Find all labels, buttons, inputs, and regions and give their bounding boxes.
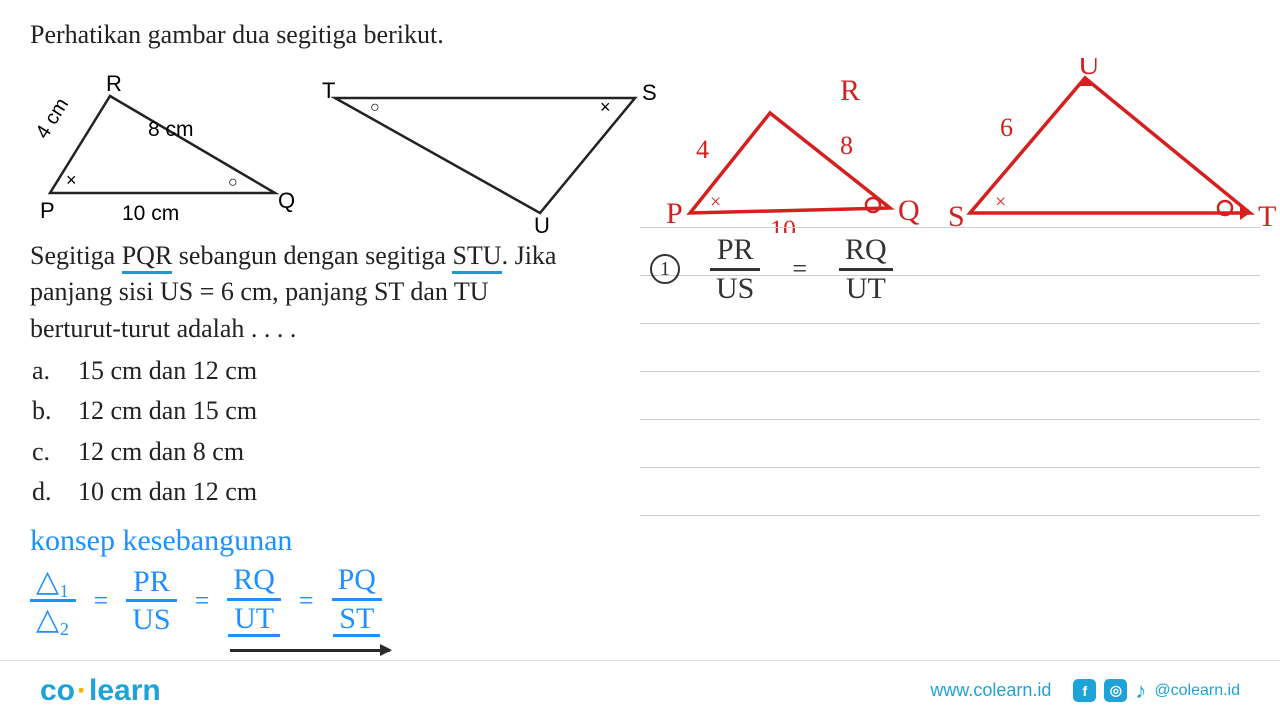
side-RQ: 8 cm <box>148 118 194 141</box>
angle-x-S: × <box>600 97 611 117</box>
label-T: T <box>322 78 335 103</box>
red-label-R: R <box>840 74 860 107</box>
side-PR: 4 cm <box>32 94 74 142</box>
question-title: Perhatikan gambar dua segitiga berikut. <box>30 20 1250 50</box>
social-links: f ◎ ♪ @colearn.id <box>1073 678 1240 704</box>
facebook-icon[interactable]: f <box>1073 679 1096 702</box>
angle-o-Q: ○ <box>228 174 238 191</box>
website-link[interactable]: www.colearn.id <box>930 680 1051 701</box>
label-U: U <box>534 213 550 233</box>
similarity-ratio: △₁△₂ = PRUS = RQUT = PQST <box>30 564 1250 637</box>
red-label-U: U <box>1078 58 1100 81</box>
question-body: Segitiga PQR sebangun dengan segitiga ST… <box>30 238 630 347</box>
red-side-6: 6 <box>1000 113 1013 142</box>
colearn-logo: co·learn <box>40 674 161 708</box>
footer: co·learn www.colearn.id f ◎ ♪ @colearn.i… <box>0 660 1280 720</box>
step-one: 1 PRUS = RQUT <box>650 234 893 304</box>
angle-x-P: × <box>66 170 77 190</box>
label-S: S <box>642 80 657 105</box>
label-R: R <box>106 71 122 96</box>
instagram-icon[interactable]: ◎ <box>1104 679 1127 702</box>
label-Q: Q <box>278 188 295 213</box>
red-side-8: 8 <box>840 131 853 160</box>
tiktok-icon[interactable]: ♪ <box>1135 678 1146 704</box>
angle-o-T: ○ <box>370 99 380 116</box>
ruled-workspace: 1 PRUS = RQUT <box>640 180 1260 560</box>
red-label-T: T <box>1258 200 1276 233</box>
step-number: 1 <box>650 254 680 284</box>
red-side-4: 4 <box>696 135 709 164</box>
side-PQ: 10 cm <box>122 202 179 225</box>
label-P: P <box>40 198 55 223</box>
arrow-line <box>230 649 390 652</box>
social-handle: @colearn.id <box>1154 682 1240 700</box>
